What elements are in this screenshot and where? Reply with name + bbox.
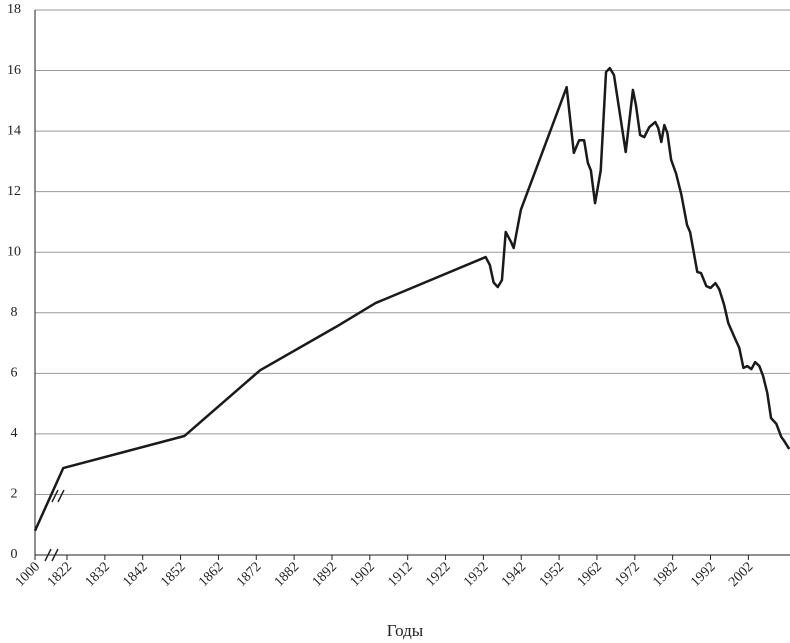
axis-break: [51, 548, 59, 562]
y-tick-label: 16: [7, 63, 21, 78]
x-tick-label: 1832: [83, 559, 113, 589]
line-break: [57, 489, 65, 503]
y-tick-label: 12: [7, 184, 21, 199]
x-axis-label: Годы: [387, 621, 424, 640]
x-tick-label: 1000: [13, 559, 43, 589]
x-tick-label: 2002: [726, 559, 756, 589]
y-tick-label: 10: [7, 244, 21, 259]
y-tick-label: 18: [7, 2, 21, 17]
x-tick-label: 1862: [196, 559, 226, 589]
x-tick-label: 1962: [575, 559, 605, 589]
data-line: [33, 66, 790, 532]
x-tick-label: 1922: [423, 559, 453, 589]
x-tick-label: 1842: [120, 559, 150, 589]
y-tick-label: 2: [11, 487, 18, 502]
x-tick-label: 1952: [537, 559, 567, 589]
x-tick-label: 1892: [310, 559, 340, 589]
x-tick-label: 1822: [45, 559, 75, 589]
x-tick-label: 1912: [385, 559, 415, 589]
x-tick-label: 1932: [461, 559, 491, 589]
y-tick-label: 14: [7, 123, 21, 138]
x-tick-label: 1992: [688, 559, 718, 589]
y-tick-label: 0: [11, 547, 18, 562]
y-tick-label: 4: [11, 426, 18, 441]
axis-break: [44, 548, 52, 562]
x-tick-label: 1882: [272, 559, 302, 589]
y-tick-label: 8: [11, 305, 18, 320]
x-tick-label: 1942: [499, 559, 529, 589]
x-tick-label: 1972: [612, 559, 642, 589]
x-tick-label: 1902: [348, 559, 378, 589]
x-tick-label: 1982: [650, 559, 680, 589]
y-tick-label: 6: [11, 366, 18, 381]
x-tick-label: 1872: [234, 559, 264, 589]
x-tick-label: 1852: [158, 559, 188, 589]
line-break: [51, 489, 59, 503]
